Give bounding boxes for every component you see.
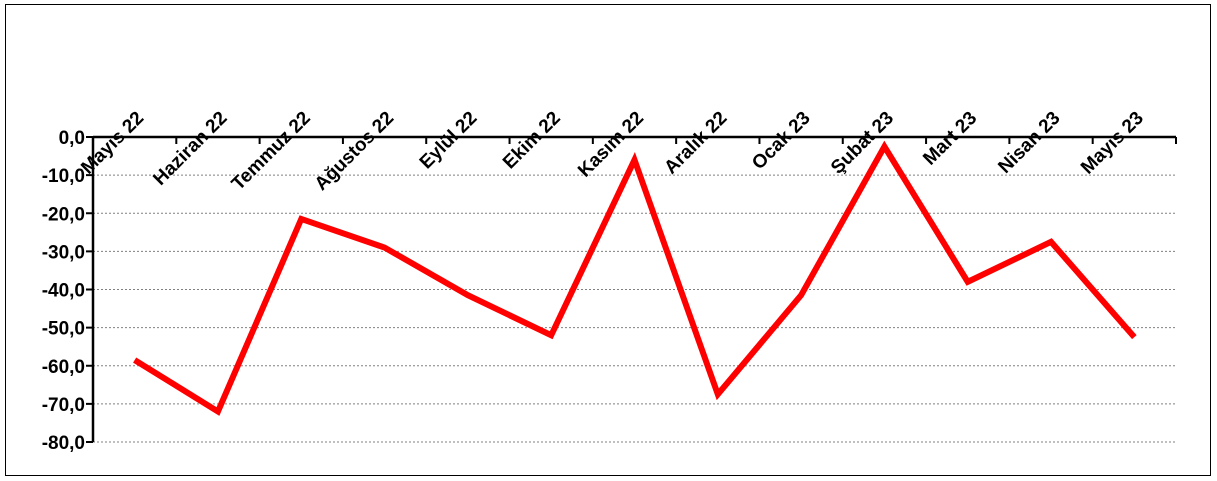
x-tick-label: Şubat 23 [827, 108, 898, 179]
x-tick-label: Temmuz 22 [228, 108, 315, 195]
y-tick-label: -20,0 [42, 204, 85, 225]
x-tick-label: Mayıs 23 [1077, 108, 1148, 179]
x-tick-label: Mayıs 22 [77, 108, 148, 179]
x-tick-label: Nisan 23 [994, 108, 1064, 178]
y-tick-labels: 0,0 -10,0 -20,0 -30,0 -40,0 -50,0 -60,0 -70,0 -8… [42, 128, 85, 454]
x-tick-label: Ağustos 22 [311, 108, 398, 195]
y-tick-label: -70,0 [42, 395, 85, 416]
x-tick-label: Ocak 23 [748, 108, 814, 174]
y-tick-label: -10,0 [42, 166, 85, 187]
y-tick-label: -30,0 [42, 242, 85, 263]
y-tick-label: -40,0 [42, 281, 85, 302]
x-tick-label: Mart 23 [919, 108, 981, 170]
series-layer [135, 146, 1135, 411]
y-tick-label: -60,0 [42, 357, 85, 378]
y-tick-label: -50,0 [42, 319, 85, 340]
grid-lines [93, 175, 1176, 442]
series-line [135, 147, 1135, 412]
x-tick-label: Aralık 22 [660, 108, 731, 179]
x-tick-label: Haziran 22 [149, 108, 231, 190]
y-tick-label: 0,0 [59, 128, 85, 149]
y-tick-label: -80,0 [42, 433, 85, 454]
